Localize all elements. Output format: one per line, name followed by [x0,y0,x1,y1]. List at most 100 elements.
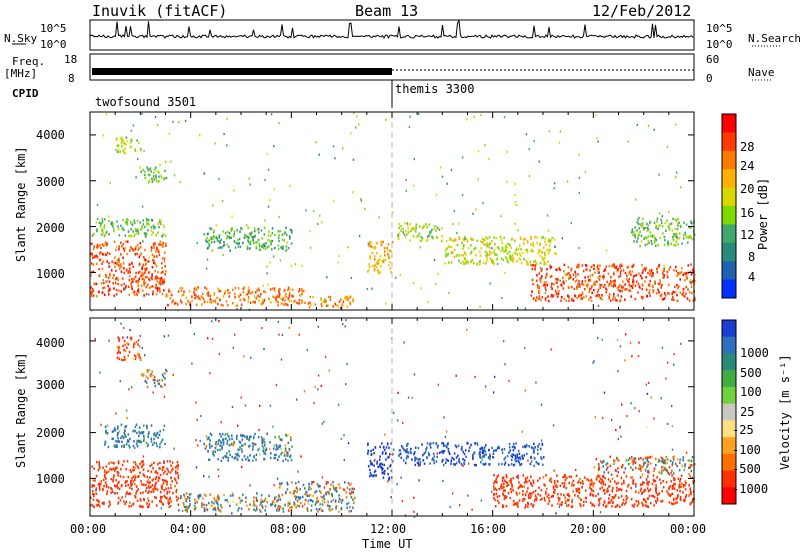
power-cell [239,293,242,297]
power-cell [161,292,164,296]
velocity-cell [196,500,198,503]
power-cell [582,283,585,286]
velocity-cell [246,435,248,438]
velocity-cell [259,503,262,506]
power-cell [638,272,640,275]
power-cell [124,151,126,155]
power-cell [684,233,687,236]
power-scatter [482,201,484,205]
velocity-cell [693,463,696,466]
power-cell [229,291,231,295]
velocity-cell [249,435,251,439]
velocity-cell [383,448,386,452]
power-cell [603,269,605,273]
velocity-cell [626,496,629,499]
power-cell [95,262,98,266]
velocity-cell [531,484,534,487]
velocity-cell [117,461,120,465]
power-cell [415,236,418,239]
velocity-cell [298,505,300,508]
velocity-cell [353,501,355,505]
power-cell [548,238,551,241]
power-cell [153,226,155,230]
power-cell [375,252,378,255]
power-cell [631,228,634,231]
power-cell [675,240,677,243]
velocity-cell [151,463,153,466]
power-cell [525,248,527,252]
velocity-cell [615,469,617,473]
velocity-cell [647,463,649,466]
power-cell [576,284,579,287]
power-cell [581,282,583,286]
power-cell [676,222,679,225]
velocity-cell [276,500,278,503]
power-cell [670,222,673,225]
velocity-tick-minus1000: -1000 [732,482,769,496]
velocity-cell [255,496,258,500]
power-cell [676,287,679,290]
power-cell [516,247,518,250]
power-cell [262,246,265,250]
power-cell [493,248,496,252]
power-cell [536,286,539,289]
power-colorbar-frame [721,113,737,299]
velocity-cell [132,480,134,483]
velocity-cell [574,494,576,497]
power-cell [511,255,514,258]
power-cell [150,249,153,253]
power-cell [632,275,635,278]
velocity-cell [503,448,506,451]
power-scatter [663,264,665,267]
velocity-cell [333,487,336,490]
velocity-cell [142,431,145,434]
velocity-cell [476,442,478,445]
velocity-cell [482,455,484,458]
power-cell [514,239,516,242]
velocity-cell [591,489,593,492]
velocity-cell [373,474,376,477]
power-cell [373,269,376,272]
velocity-scatter [645,479,648,482]
power-cell [225,237,228,240]
velocity-cell [502,492,504,495]
power-cell [662,269,664,273]
velocity-cell [560,493,562,496]
power-cell [138,141,140,145]
velocity-cell [124,425,126,429]
velocity-cell [289,455,291,459]
velocity-cell [164,470,166,473]
velocity-cell [625,475,628,478]
power-scatter [141,205,144,208]
power-scatter [165,160,167,163]
velocity-cell [155,487,157,491]
power-cell [288,295,291,298]
power-cell [565,299,568,303]
velocity-scatter [455,374,457,377]
velocity-cell [290,458,293,462]
velocity-cell [278,495,281,499]
velocity-cell [503,494,506,498]
power-cell [466,260,469,263]
velocity-cell [161,438,164,441]
power-cell [602,274,605,277]
power-cell [417,234,419,238]
velocity-cell [637,502,640,505]
power-cell [150,226,153,229]
velocity-cell [277,504,280,508]
power-cell [687,241,689,244]
velocity-cell [158,433,161,437]
power-cell [373,255,376,258]
power-cell [227,245,230,249]
velocity-cell [530,503,533,506]
power-cell [142,255,145,259]
power-cell [640,225,643,228]
velocity-scatter [340,437,343,440]
velocity-cell [447,459,449,462]
velocity-scatter [617,370,619,373]
velocity-cell [492,452,495,455]
velocity-cell [189,503,191,506]
power-cell [285,245,288,248]
velocity-scatter [306,348,309,351]
velocity-cell [99,483,102,486]
